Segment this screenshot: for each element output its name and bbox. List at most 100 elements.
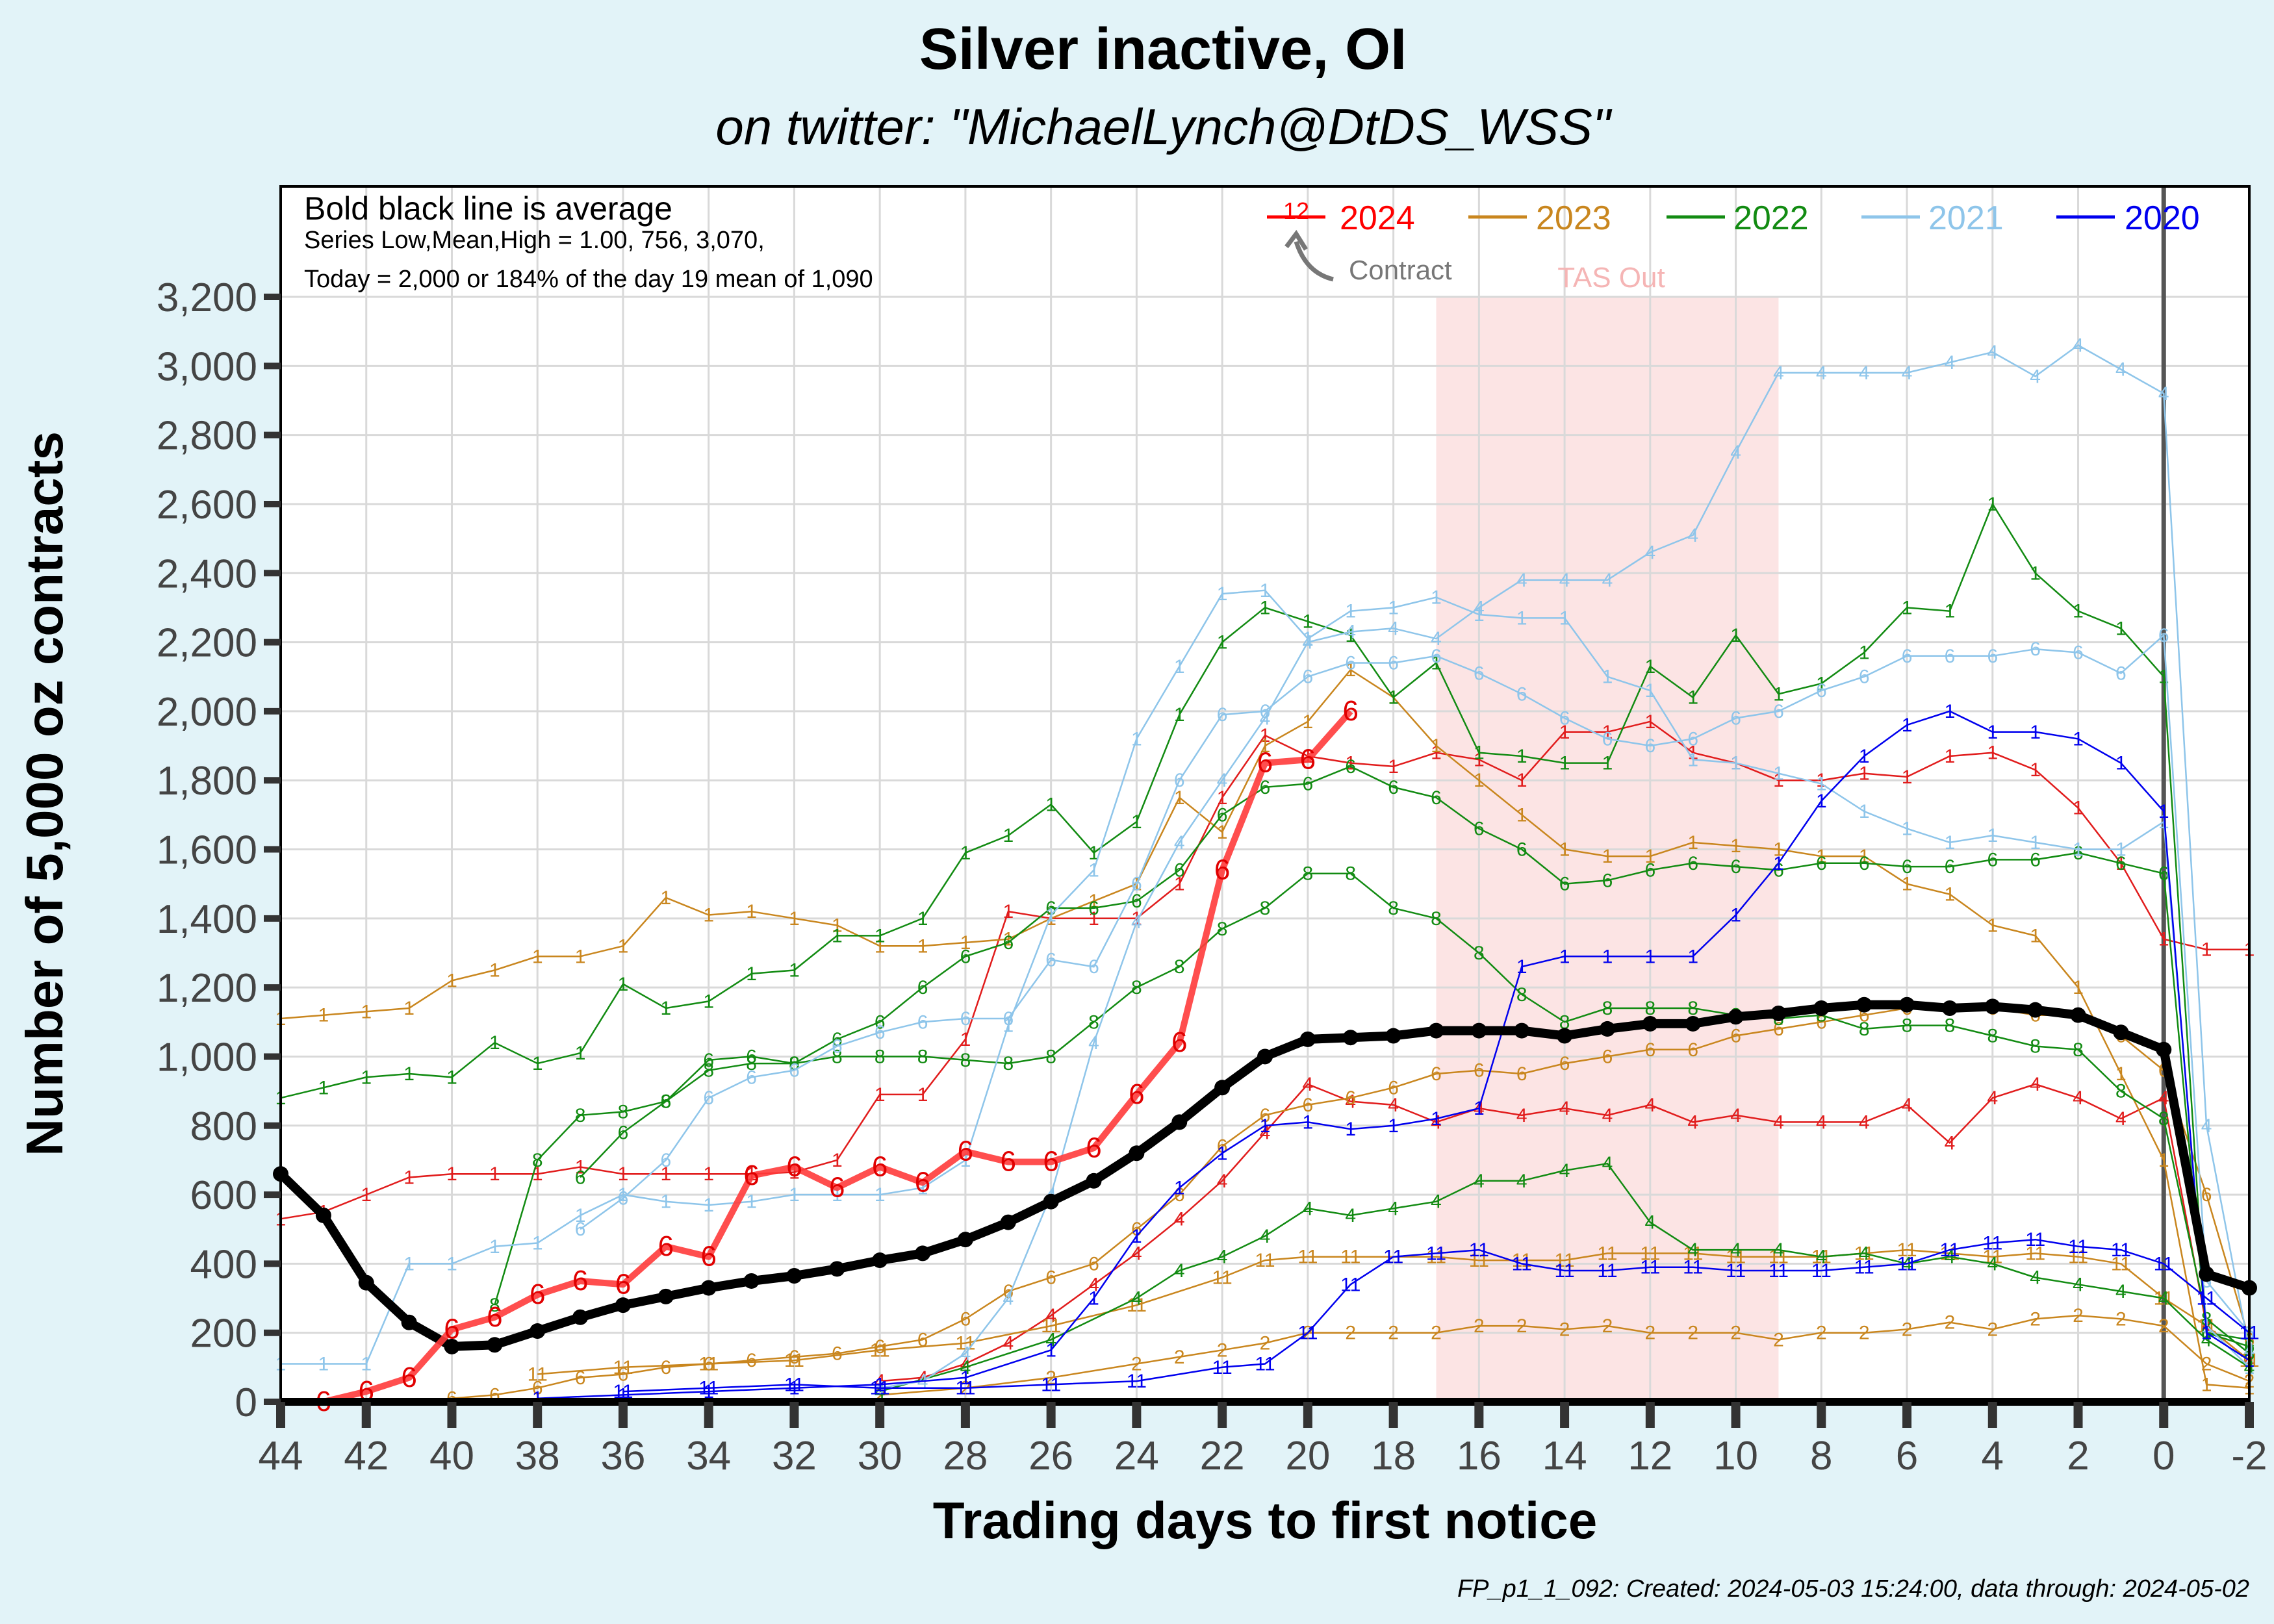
series-2022-point-label: 6 [1303, 774, 1314, 795]
series-2023-point-label: 1 [489, 960, 500, 982]
series-2023-point-label: 1 [1217, 822, 1228, 843]
average-point [1642, 1015, 1658, 1032]
series-2020-point-label: 1 [703, 1381, 714, 1402]
series-2022-point-label: 1 [1174, 704, 1185, 726]
note-line-2: Series Low,Mean,High = 1.00, 756, 3,070, [304, 227, 765, 254]
series-2022-point-label: 6 [1431, 787, 1442, 809]
series-2023-point-label: 6 [1644, 1039, 1655, 1061]
series-2020-point-label: 11 [955, 1378, 975, 1399]
y-tick-label: 2,600 [157, 483, 257, 527]
series-2021-point-label: 4 [1687, 525, 1698, 546]
series-2024-point-label: 4 [2115, 1108, 2127, 1130]
series-2022-point-label: 4 [1987, 1253, 1998, 1275]
series-2022-point-label: 8 [1003, 1053, 1014, 1074]
series-2024-point-label: 4 [1559, 1098, 1570, 1119]
series-2024-point-label: 1 [1260, 725, 1271, 746]
series-2022-point-label: 8 [1217, 919, 1228, 940]
x-tick-label: 26 [1028, 1434, 1073, 1478]
series-2023-point-label: 11 [1555, 1250, 1575, 1271]
series-2024-point-label: 4 [2030, 1074, 2041, 1095]
series-2021-point-label: 6 [1131, 874, 1142, 895]
series-2022-point-label: 6 [703, 1050, 714, 1071]
series-2024-point-label: 4 [1902, 1095, 1913, 1116]
series-2024-line [880, 1083, 2250, 1382]
series-2023-point-label: 6 [1474, 1060, 1485, 1082]
series-2022-point-label: 8 [575, 1105, 586, 1126]
x-tick-label: 0 [2153, 1434, 2175, 1478]
average-point [2027, 1002, 2043, 1018]
series-2021-point-label: 4 [2030, 366, 2041, 387]
series-2020-point-label: 11 [1769, 1260, 1789, 1282]
average-point [615, 1297, 631, 1313]
series-2022-point-label: 8 [1131, 977, 1142, 998]
series-2023-point-label: 11 [1340, 1247, 1361, 1268]
series-2022-point-label: 8 [1687, 998, 1698, 1019]
series-2023-point-label: 11 [2025, 1243, 2045, 1264]
series-2022-point-label: 4 [1730, 1239, 1741, 1261]
series-2023-point-label: 2 [1045, 1367, 1056, 1389]
series-2023-point-label: 2 [1816, 1323, 1827, 1344]
series-2022-point-label: 4 [1687, 1239, 1698, 1261]
series-2024-point-label: 4 [1003, 1333, 1014, 1354]
series-2022-point-label: 8 [1045, 1046, 1056, 1067]
series-2021-point-label: 6 [2030, 639, 2041, 660]
series-2020-point-label: 1 [1388, 1115, 1399, 1137]
series-2020-point-label: 11 [1255, 1354, 1275, 1375]
series-2024-point-label: 1 [660, 1163, 671, 1185]
series-2023-point-label: 1 [660, 887, 671, 909]
series-2022-point-label: 4 [1773, 1239, 1784, 1261]
series-2022-point-label: 1 [1345, 625, 1356, 646]
series-2022-point-label: 4 [1345, 1205, 1356, 1226]
series-2022-point-label: 6 [1902, 856, 1913, 878]
x-tick-label: 34 [686, 1434, 731, 1478]
x-tick-label: 30 [858, 1434, 902, 1478]
series-2024-point-label: 1 [1516, 770, 1527, 791]
series-2022-point-label: 6 [575, 1167, 586, 1188]
series-2023-point-label: 1 [2030, 925, 2041, 946]
current-2024-point-label: 6 [1129, 1078, 1144, 1110]
current-2024-point-label: 6 [829, 1171, 845, 1203]
series-2021-point-label: 6 [746, 1067, 757, 1088]
series-2023-point-label: 2 [1345, 1323, 1356, 1344]
series-2022-point-label: 4 [2115, 1281, 2127, 1302]
current-2024-point-label: 6 [958, 1136, 973, 1167]
series-2022-point-label: 8 [1088, 1011, 1099, 1033]
series-2021-point-label: 6 [2115, 663, 2127, 684]
current-2024-point-label: 6 [1257, 747, 1273, 779]
series-2023-point-label: 2 [1945, 1312, 1956, 1334]
series-2023-point-label: 6 [746, 1350, 757, 1371]
series-2023-point-label: 2 [1687, 1323, 1698, 1344]
series-2021-point-label: 4 [1516, 570, 1527, 591]
x-tick-label: 20 [1285, 1434, 1330, 1478]
series-2021-point-label: 1 [1687, 749, 1698, 770]
series-2022-point-label: 8 [960, 1050, 971, 1071]
series-2024-point-label: 4 [1088, 1274, 1099, 1295]
series-2022-point-label: 1 [1730, 625, 1741, 646]
series-2022-point-label: 4 [1045, 1329, 1056, 1351]
series-2022-point-label: 6 [1131, 891, 1142, 912]
average-point [1385, 1028, 1401, 1044]
series-2022-point-label: 1 [917, 908, 928, 930]
series-2021-point-label: 6 [1516, 683, 1527, 705]
series-2021-point-label: 6 [1987, 646, 1998, 667]
series-2022-point-label: 8 [618, 1101, 629, 1123]
series-2020-point-label: 1 [1131, 1226, 1142, 1247]
average-point [487, 1337, 503, 1353]
note-line-1: Bold black line is average [304, 190, 672, 227]
series-2022-point-label: 8 [1303, 863, 1314, 885]
series-2023-point-label: 6 [832, 1343, 843, 1365]
series-2023-point-label: 6 [532, 1378, 543, 1399]
series-2023-point-label: 11 [870, 1339, 890, 1361]
series-2022-point-label: 1 [2115, 618, 2127, 639]
series-2020-point-label: 11 [1127, 1371, 1147, 1392]
series-2024-point-label: 1 [1859, 763, 1870, 785]
series-2021-point-label: 6 [1602, 728, 1613, 750]
average-point [1000, 1214, 1016, 1230]
current-2024-point-label: 6 [530, 1278, 545, 1310]
series-2021-point-label: 1 [446, 1253, 457, 1275]
series-2022-point-label: 6 [1945, 856, 1956, 878]
series-2023-point-label: 2 [2073, 1305, 2084, 1326]
y-tick-label: 400 [190, 1242, 257, 1287]
series-2021-point-label: 6 [917, 1011, 928, 1033]
series-2021-point-label: 4 [1431, 628, 1442, 650]
